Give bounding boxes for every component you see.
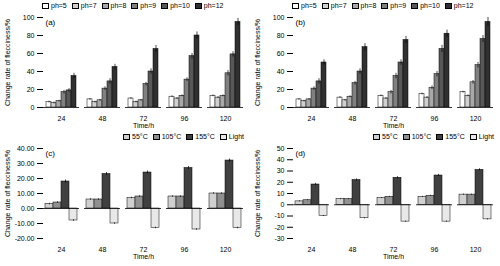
svg-text:96: 96 [431, 115, 439, 122]
svg-text:(c): (c) [46, 149, 56, 158]
html-text:ph=5: ph=5 [51, 2, 67, 9]
svg-text:60: 60 [277, 50, 285, 57]
html-text:ph=12: ph=12 [203, 2, 224, 9]
html-text:ph=12: ph=12 [453, 2, 474, 9]
html-text:155°C: 155°C [195, 133, 215, 140]
html-text:55°C: 55°C [132, 133, 148, 140]
html-text:Light: Light [478, 133, 494, 140]
svg-text:40.00: 40.00 [17, 145, 35, 152]
svg-text:-10: -10 [274, 212, 284, 219]
html-text:ph=10: ph=10 [170, 2, 190, 9]
html-text:Light: Light [228, 133, 244, 140]
svg-text:20: 20 [27, 86, 35, 93]
svg-text:96: 96 [181, 115, 189, 122]
svg-text:100: 100 [273, 14, 285, 21]
svg-text:0: 0 [31, 104, 35, 111]
svg-text:(b): (b) [296, 18, 306, 27]
svg-text:24: 24 [58, 246, 66, 253]
svg-text:-30: -30 [274, 235, 284, 242]
svg-text:Time/h: Time/h [383, 253, 404, 260]
svg-text:10: 10 [277, 190, 285, 197]
svg-text:Change rate of flecciness/%: Change rate of flecciness/% [254, 19, 262, 106]
html-text:55°C: 55°C [382, 133, 398, 140]
svg-text:Time/h: Time/h [383, 122, 404, 129]
svg-text:0: 0 [281, 104, 285, 111]
svg-text:72: 72 [139, 246, 148, 254]
svg-text:Time/h: Time/h [133, 122, 154, 129]
svg-text:Change rate of flecciness/%: Change rate of flecciness/% [254, 150, 262, 237]
svg-text:120: 120 [220, 115, 232, 122]
html-text:ph=9: ph=9 [140, 2, 157, 9]
svg-text:48: 48 [349, 246, 357, 253]
svg-text:72: 72 [139, 115, 148, 123]
svg-text:Change rate of flecciness/%: Change rate of flecciness/% [4, 19, 12, 106]
svg-text:120: 120 [470, 115, 482, 122]
svg-text:80: 80 [27, 32, 35, 39]
svg-text:40: 40 [277, 68, 285, 75]
svg-text:72: 72 [389, 115, 398, 123]
svg-text:20: 20 [277, 178, 285, 185]
svg-text:40: 40 [277, 156, 285, 163]
html-text:ph=5: ph=5 [301, 2, 317, 9]
svg-text:0: 0 [281, 201, 285, 208]
svg-text:-10.00: -10.00 [15, 220, 35, 227]
svg-text:(a): (a) [46, 18, 56, 27]
html-text:ph=7: ph=7 [80, 2, 97, 9]
svg-text:96: 96 [181, 246, 189, 253]
svg-text:120: 120 [220, 246, 232, 253]
svg-text:120: 120 [470, 246, 482, 253]
svg-text:-20: -20 [274, 223, 284, 230]
svg-text:80: 80 [277, 32, 285, 39]
svg-text:(d): (d) [296, 149, 306, 158]
html-text:105°C: 105°C [411, 133, 432, 140]
html-text:ph=7: ph=7 [330, 2, 347, 9]
svg-text:Change rate of flecciness/%: Change rate of flecciness/% [4, 150, 12, 237]
svg-text:100: 100 [23, 14, 35, 21]
html-text:ph=8: ph=8 [110, 2, 127, 9]
html-text:105°C: 105°C [161, 133, 182, 140]
html-text:155°C: 155°C [445, 133, 465, 140]
svg-text:72: 72 [389, 246, 398, 254]
svg-text:20: 20 [277, 86, 285, 93]
svg-text:24: 24 [308, 115, 316, 122]
svg-text:24: 24 [58, 115, 66, 122]
svg-text:-20.00: -20.00 [15, 235, 35, 242]
svg-text:30: 30 [277, 167, 285, 174]
svg-text:60: 60 [27, 50, 35, 57]
svg-text:Time/h: Time/h [133, 253, 154, 260]
svg-text:30.00: 30.00 [17, 160, 35, 167]
svg-text:20.00: 20.00 [17, 175, 35, 182]
svg-text:10.00: 10.00 [17, 190, 35, 197]
svg-text:96: 96 [431, 246, 439, 253]
svg-text:24: 24 [308, 246, 316, 253]
svg-text:48: 48 [349, 115, 357, 122]
svg-text:50: 50 [277, 145, 285, 152]
svg-text:40: 40 [27, 68, 35, 75]
html-text:ph=9: ph=9 [390, 2, 407, 9]
svg-text:48: 48 [99, 246, 107, 253]
html-text:ph=8: ph=8 [360, 2, 377, 9]
html-text:ph=10: ph=10 [420, 2, 440, 9]
svg-text:0.00: 0.00 [21, 205, 35, 212]
svg-text:48: 48 [99, 115, 107, 122]
